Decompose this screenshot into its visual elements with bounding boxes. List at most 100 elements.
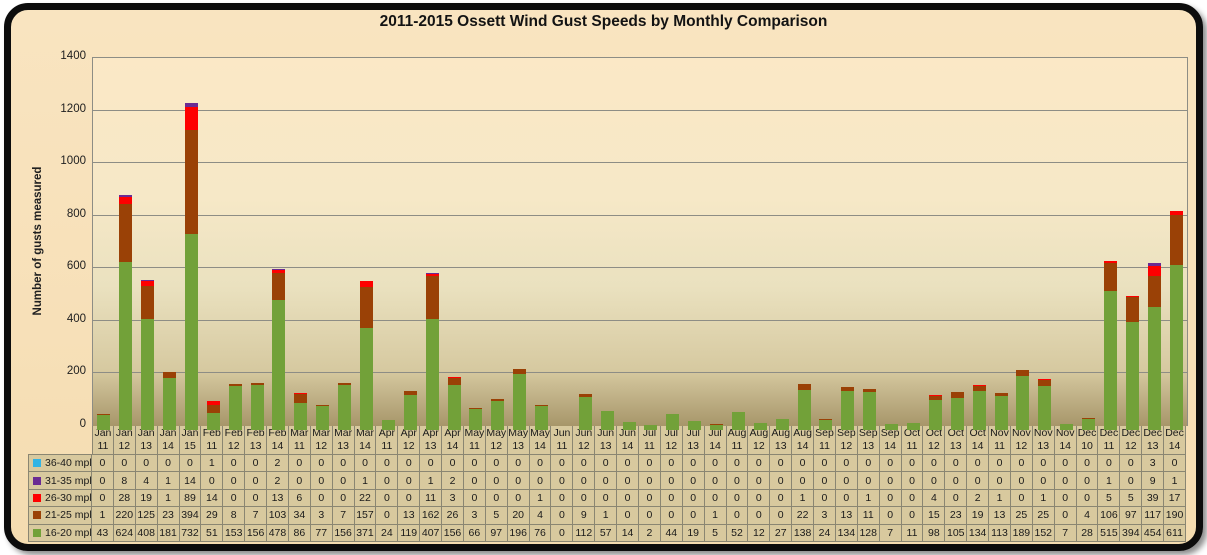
table-cell: 105 — [945, 524, 968, 542]
bar — [950, 392, 964, 430]
table-cell: 0 — [463, 489, 486, 508]
bar-segment — [972, 385, 986, 391]
bar — [622, 422, 636, 430]
table-cell: 1 — [157, 472, 180, 490]
column-header: Dec 12 — [1120, 425, 1143, 455]
table-cell: 0 — [770, 507, 793, 525]
bar-segment — [841, 390, 855, 430]
table-cell: 0 — [113, 455, 136, 473]
bar-segment — [688, 421, 702, 430]
table-cell: 156 — [442, 524, 464, 542]
table-cell: 0 — [923, 455, 946, 473]
bar — [141, 279, 155, 430]
bar-segment — [928, 395, 942, 397]
table-cell: 89 — [179, 489, 202, 508]
column-header: Jan 13 — [135, 425, 158, 455]
bar — [644, 425, 658, 430]
table-cell: 611 — [1164, 524, 1186, 542]
table-cell: 2 — [267, 455, 289, 473]
column-header: Jul 11 — [638, 425, 661, 455]
bar — [338, 383, 352, 430]
table-cell: 0 — [485, 455, 508, 473]
table-cell: 13 — [398, 507, 421, 525]
column-header: Nov 14 — [1054, 425, 1077, 455]
bar-segment — [163, 372, 177, 379]
table-cell: 7 — [1054, 524, 1077, 542]
column-header: Feb 14 — [267, 425, 289, 455]
table-cell: 4 — [135, 472, 158, 490]
table-cell: 0 — [310, 489, 333, 508]
table-cell: 138 — [792, 524, 815, 542]
bar-segment — [272, 273, 286, 301]
table-cell: 0 — [617, 472, 639, 490]
table-cell: 66 — [463, 524, 486, 542]
legend-swatch-icon — [33, 511, 41, 520]
table-cell: 26 — [442, 507, 464, 525]
table-cell: 0 — [770, 455, 793, 473]
bar-segment — [1125, 296, 1139, 323]
table-cell: 0 — [1076, 489, 1099, 508]
bar-segment — [381, 419, 395, 430]
bar — [819, 418, 833, 430]
bar-segment — [1082, 418, 1096, 430]
table-cell: 1 — [529, 489, 552, 508]
bar — [885, 424, 899, 430]
table-cell: 14 — [201, 489, 224, 508]
bar-segment — [863, 392, 877, 430]
table-cell: 1 — [420, 472, 443, 490]
bar-segment — [360, 287, 373, 329]
table-cell: 0 — [989, 472, 1011, 490]
table-cell: 76 — [529, 524, 552, 542]
column-header: Apr 13 — [420, 425, 443, 455]
table-cell: 0 — [507, 455, 530, 473]
table-cell: 0 — [682, 489, 705, 508]
bar-segment — [1147, 275, 1161, 307]
column-header: May 12 — [485, 425, 508, 455]
table-cell: 7 — [245, 507, 268, 525]
column-header: May 13 — [507, 425, 530, 455]
y-tick-label: 0 — [79, 418, 86, 430]
bar-segment — [491, 400, 505, 430]
table-cell: 3 — [463, 507, 486, 525]
bar-segment — [1103, 262, 1117, 291]
table-cell: 0 — [442, 455, 464, 473]
table-cell: 0 — [967, 455, 990, 473]
table-cell: 732 — [179, 524, 202, 542]
bar-segment — [1038, 386, 1052, 430]
bar — [1125, 295, 1139, 430]
y-tick-label: 600 — [66, 260, 86, 273]
table-cell: 0 — [748, 472, 771, 490]
table-cell: 2 — [638, 524, 661, 542]
column-header: Jul 12 — [660, 425, 683, 455]
column-header: Oct 12 — [923, 425, 946, 455]
row-label-text: 21-25 mph — [45, 509, 92, 522]
table-cell: 23 — [157, 507, 180, 525]
row-label-text: 36-40 mph — [45, 457, 92, 470]
table-cell: 0 — [660, 472, 683, 490]
table-cell: 0 — [376, 455, 399, 473]
column-header: Sep 12 — [835, 425, 858, 455]
table-cell: 0 — [617, 507, 639, 525]
bar-segment — [163, 378, 177, 430]
table-cell: 624 — [113, 524, 136, 542]
bar — [1103, 261, 1117, 430]
table-cell: 0 — [770, 472, 793, 490]
table-cell: 162 — [420, 507, 443, 525]
bar — [1082, 417, 1096, 430]
column-header: Jun 12 — [573, 425, 596, 455]
table-cell: 0 — [92, 472, 114, 490]
table-cell: 1 — [92, 507, 114, 525]
bar — [600, 410, 614, 430]
bar-segment — [206, 412, 220, 430]
bar-segment — [338, 383, 352, 385]
bar-segment — [710, 424, 724, 430]
row-label: 31-35 mph — [28, 472, 92, 490]
table-cell: 0 — [1120, 472, 1143, 490]
bar-segment — [972, 390, 986, 430]
bar-segment — [928, 400, 942, 430]
row-label: 16-20 mph — [28, 524, 92, 542]
bar-segment — [316, 404, 330, 406]
table-cell: 106 — [1098, 507, 1121, 525]
table-cell: 0 — [376, 489, 399, 508]
table-cell: 1 — [857, 489, 880, 508]
